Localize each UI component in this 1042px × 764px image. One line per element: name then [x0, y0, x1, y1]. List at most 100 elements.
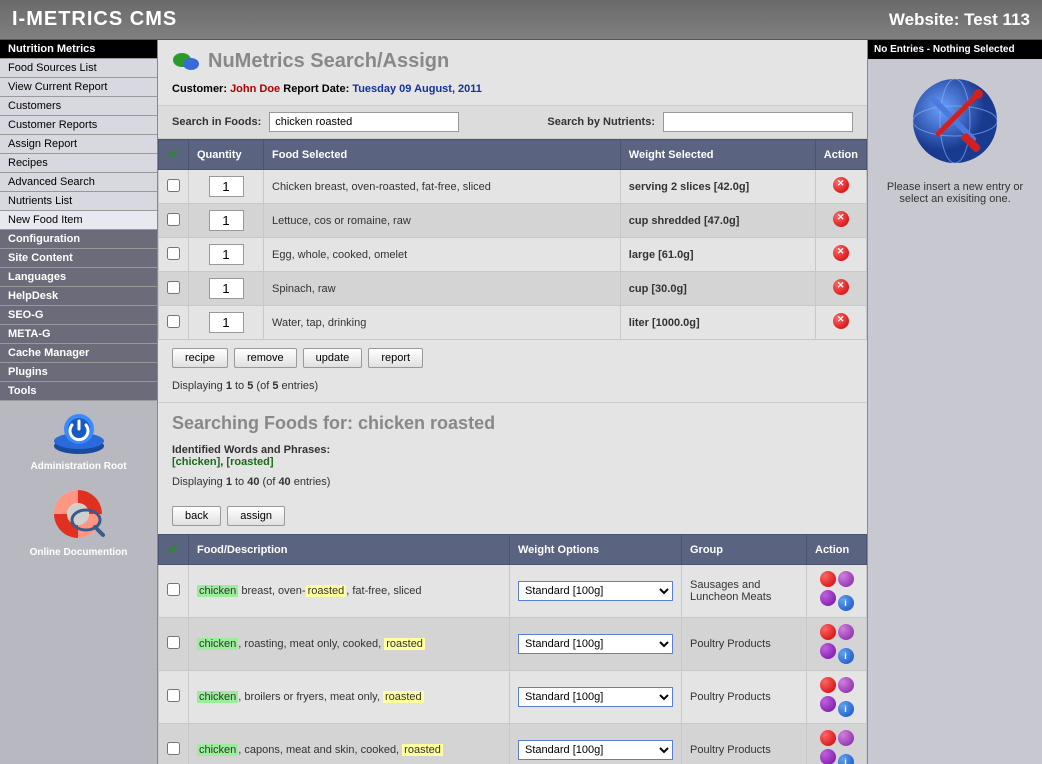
delete-icon[interactable]	[833, 313, 849, 329]
row-checkbox[interactable]	[167, 281, 180, 294]
display-count-1: Displaying 1 to 5 (of 5 entries)	[158, 376, 867, 402]
recipe-button[interactable]: recipe	[172, 348, 228, 368]
sidebar-item[interactable]: Cache Manager	[0, 344, 157, 363]
row-checkbox[interactable]	[167, 179, 180, 192]
sidebar-item[interactable]: Nutrition Metrics	[0, 40, 157, 59]
delete-icon[interactable]	[833, 211, 849, 227]
action-fav-icon[interactable]	[820, 696, 836, 712]
action-delete-icon[interactable]	[820, 624, 836, 640]
weight-select[interactable]: Standard [100g]	[518, 634, 673, 654]
action-tag-icon[interactable]	[838, 571, 854, 587]
table-row: Egg, whole, cooked, omeletlarge [61.0g]	[159, 238, 867, 272]
weight-cell: large [61.0g]	[620, 238, 815, 272]
food-cell: Water, tap, drinking	[264, 306, 621, 340]
remove-button[interactable]: remove	[234, 348, 297, 368]
qty-input[interactable]	[209, 210, 244, 231]
action-info-icon[interactable]: i	[838, 701, 854, 717]
right-panel: No Entries - Nothing Selected Please ins…	[868, 40, 1042, 764]
action-info-icon[interactable]: i	[838, 648, 854, 664]
delete-icon[interactable]	[833, 177, 849, 193]
assign-button[interactable]: assign	[227, 506, 285, 526]
weight-cell: serving 2 slices [42.0g]	[620, 170, 815, 204]
sidebar: Nutrition MetricsFood Sources ListView C…	[0, 40, 158, 764]
sidebar-item[interactable]: Customers	[0, 97, 157, 116]
sidebar-item[interactable]: Nutrients List	[0, 192, 157, 211]
action-tag-icon[interactable]	[838, 730, 854, 746]
weight-cell: cup shredded [47.0g]	[620, 204, 815, 238]
weight-select[interactable]: Standard [100g]	[518, 687, 673, 707]
action-info-icon[interactable]: i	[838, 754, 854, 764]
table-row: Chicken breast, oven-roasted, fat-free, …	[159, 170, 867, 204]
qty-input[interactable]	[209, 176, 244, 197]
action-fav-icon[interactable]	[820, 590, 836, 606]
sidebar-item[interactable]: META-G	[0, 325, 157, 344]
qty-input[interactable]	[209, 312, 244, 333]
action-tag-icon[interactable]	[838, 677, 854, 693]
table-row: chicken, capons, meat and skin, cooked, …	[159, 724, 867, 764]
action-tag-icon[interactable]	[838, 624, 854, 640]
action-fav-icon[interactable]	[820, 643, 836, 659]
check-all-header-2[interactable]: ✔	[159, 535, 189, 565]
check-all-header[interactable]: ✔	[159, 140, 189, 170]
delete-icon[interactable]	[833, 279, 849, 295]
action-delete-icon[interactable]	[820, 571, 836, 587]
sidebar-item[interactable]: New Food Item	[0, 211, 157, 230]
food-desc-cell: chicken, broilers or fryers, meat only, …	[189, 671, 510, 724]
sidebar-item[interactable]: Plugins	[0, 363, 157, 382]
search-nutrients-label: Search by Nutrients:	[547, 116, 655, 128]
sidebar-item[interactable]: SEO-G	[0, 306, 157, 325]
admin-root-icon[interactable]	[49, 411, 109, 456]
table-row: Spinach, rawcup [30.0g]	[159, 272, 867, 306]
sidebar-item[interactable]: Assign Report	[0, 135, 157, 154]
sidebar-item[interactable]: HelpDesk	[0, 287, 157, 306]
sidebar-item[interactable]: Customer Reports	[0, 116, 157, 135]
online-doc-icon[interactable]	[51, 487, 106, 542]
row-checkbox[interactable]	[167, 213, 180, 226]
sidebar-item[interactable]: Configuration	[0, 230, 157, 249]
group-cell: Poultry Products	[682, 671, 807, 724]
sidebar-item[interactable]: Recipes	[0, 154, 157, 173]
delete-icon[interactable]	[833, 245, 849, 261]
back-button[interactable]: back	[172, 506, 221, 526]
report-button[interactable]: report	[368, 348, 423, 368]
action-header: Action	[815, 140, 866, 170]
admin-root-label[interactable]: Administration Root	[10, 461, 147, 472]
search-nutrients-input[interactable]	[663, 112, 853, 132]
sidebar-item[interactable]: Food Sources List	[0, 59, 157, 78]
row-checkbox[interactable]	[167, 247, 180, 260]
food-cell: Chicken breast, oven-roasted, fat-free, …	[264, 170, 621, 204]
row-checkbox[interactable]	[167, 583, 180, 596]
row-checkbox[interactable]	[167, 315, 180, 328]
header: I-METRICS CMS Website: Test 113	[0, 0, 1042, 40]
group-cell: Sausages and Luncheon Meats	[682, 565, 807, 618]
table-row: chicken, broilers or fryers, meat only, …	[159, 671, 867, 724]
right-panel-text: Please insert a new entry or select an e…	[878, 181, 1032, 205]
page-icon	[172, 52, 200, 72]
update-button[interactable]: update	[303, 348, 363, 368]
search-foods-input[interactable]	[269, 112, 459, 132]
food-desc-cell: chicken breast, oven-roasted, fat-free, …	[189, 565, 510, 618]
sidebar-item[interactable]: Advanced Search	[0, 173, 157, 192]
qty-input[interactable]	[209, 244, 244, 265]
action-info-icon[interactable]: i	[838, 595, 854, 611]
weight-cell: cup [30.0g]	[620, 272, 815, 306]
sidebar-item[interactable]: Site Content	[0, 249, 157, 268]
sidebar-item[interactable]: View Current Report	[0, 78, 157, 97]
action-delete-icon[interactable]	[820, 677, 836, 693]
group-cell: Poultry Products	[682, 724, 807, 764]
weight-select[interactable]: Standard [100g]	[518, 740, 673, 760]
search-results-table: ✔ Food/Description Weight Options Group …	[158, 534, 867, 764]
row-checkbox[interactable]	[167, 742, 180, 755]
action-delete-icon[interactable]	[820, 730, 836, 746]
selected-foods-table: ✔ Quantity Food Selected Weight Selected…	[158, 139, 867, 340]
weight-opt-header: Weight Options	[510, 535, 682, 565]
online-doc-label[interactable]: Online Documention	[10, 547, 147, 558]
table-row: Lettuce, cos or romaine, rawcup shredded…	[159, 204, 867, 238]
row-checkbox[interactable]	[167, 689, 180, 702]
weight-select[interactable]: Standard [100g]	[518, 581, 673, 601]
row-checkbox[interactable]	[167, 636, 180, 649]
qty-input[interactable]	[209, 278, 244, 299]
action-fav-icon[interactable]	[820, 749, 836, 764]
sidebar-item[interactable]: Tools	[0, 382, 157, 401]
sidebar-item[interactable]: Languages	[0, 268, 157, 287]
